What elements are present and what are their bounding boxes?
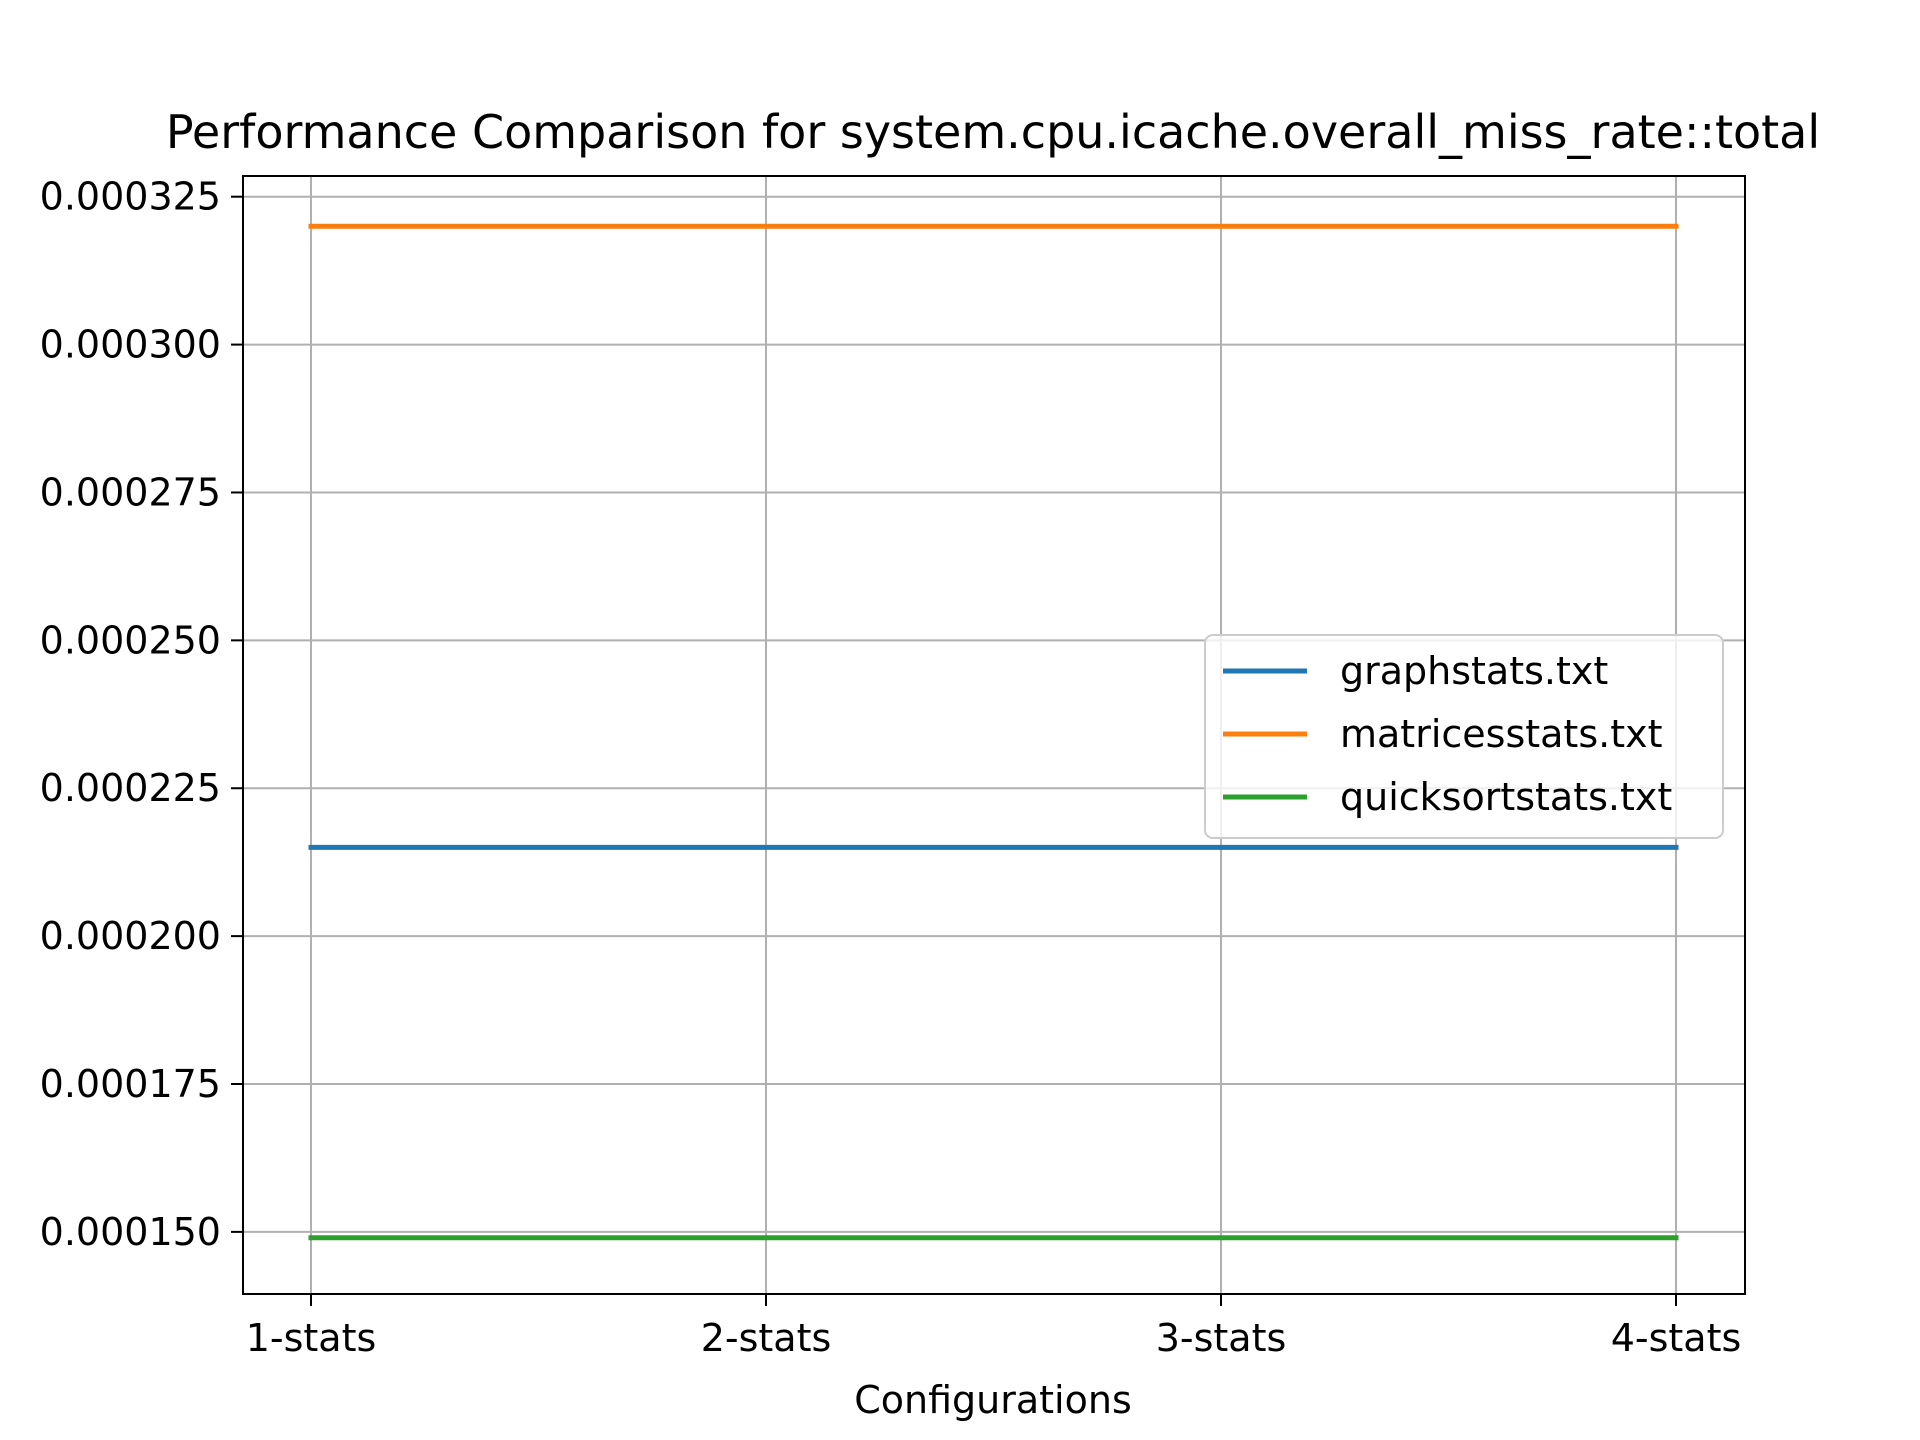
x-tick-label: 1-stats xyxy=(246,1316,377,1360)
legend-label: graphstats.txt xyxy=(1340,649,1608,693)
y-tick-label: 0.000225 xyxy=(40,766,221,810)
plot-frame xyxy=(242,175,1746,1295)
legend-box xyxy=(1204,634,1724,839)
legend-label: matricesstats.txt xyxy=(1340,712,1663,756)
y-tick-label: 0.000325 xyxy=(40,175,221,219)
y-tick-label: 0.000175 xyxy=(40,1062,221,1106)
y-tick-label: 0.000200 xyxy=(40,914,221,958)
chart-title: Performance Comparison for system.cpu.ic… xyxy=(166,105,1820,159)
series-lines xyxy=(308,223,1679,1241)
x-tick-label: 3-stats xyxy=(1156,1316,1287,1360)
x-tick-label: 2-stats xyxy=(701,1316,832,1360)
legend: graphstats.txt matricesstats.txt quicksort… xyxy=(1204,634,1724,839)
y-tick-label: 0.000250 xyxy=(40,618,221,662)
x-tick-label: 4-stats xyxy=(1611,1316,1742,1360)
legend-label: quicksortstats.txt xyxy=(1340,775,1672,819)
y-tick-label: 0.000275 xyxy=(40,470,221,514)
x-axis-label: Configurations xyxy=(854,1378,1132,1422)
y-tick-label: 0.000300 xyxy=(40,323,221,367)
axis-ticks: 1-stats 2-stats 3-stats 4-stats 0.000150 0.00… xyxy=(40,175,1742,1360)
y-tick-label: 0.000150 xyxy=(40,1210,221,1254)
